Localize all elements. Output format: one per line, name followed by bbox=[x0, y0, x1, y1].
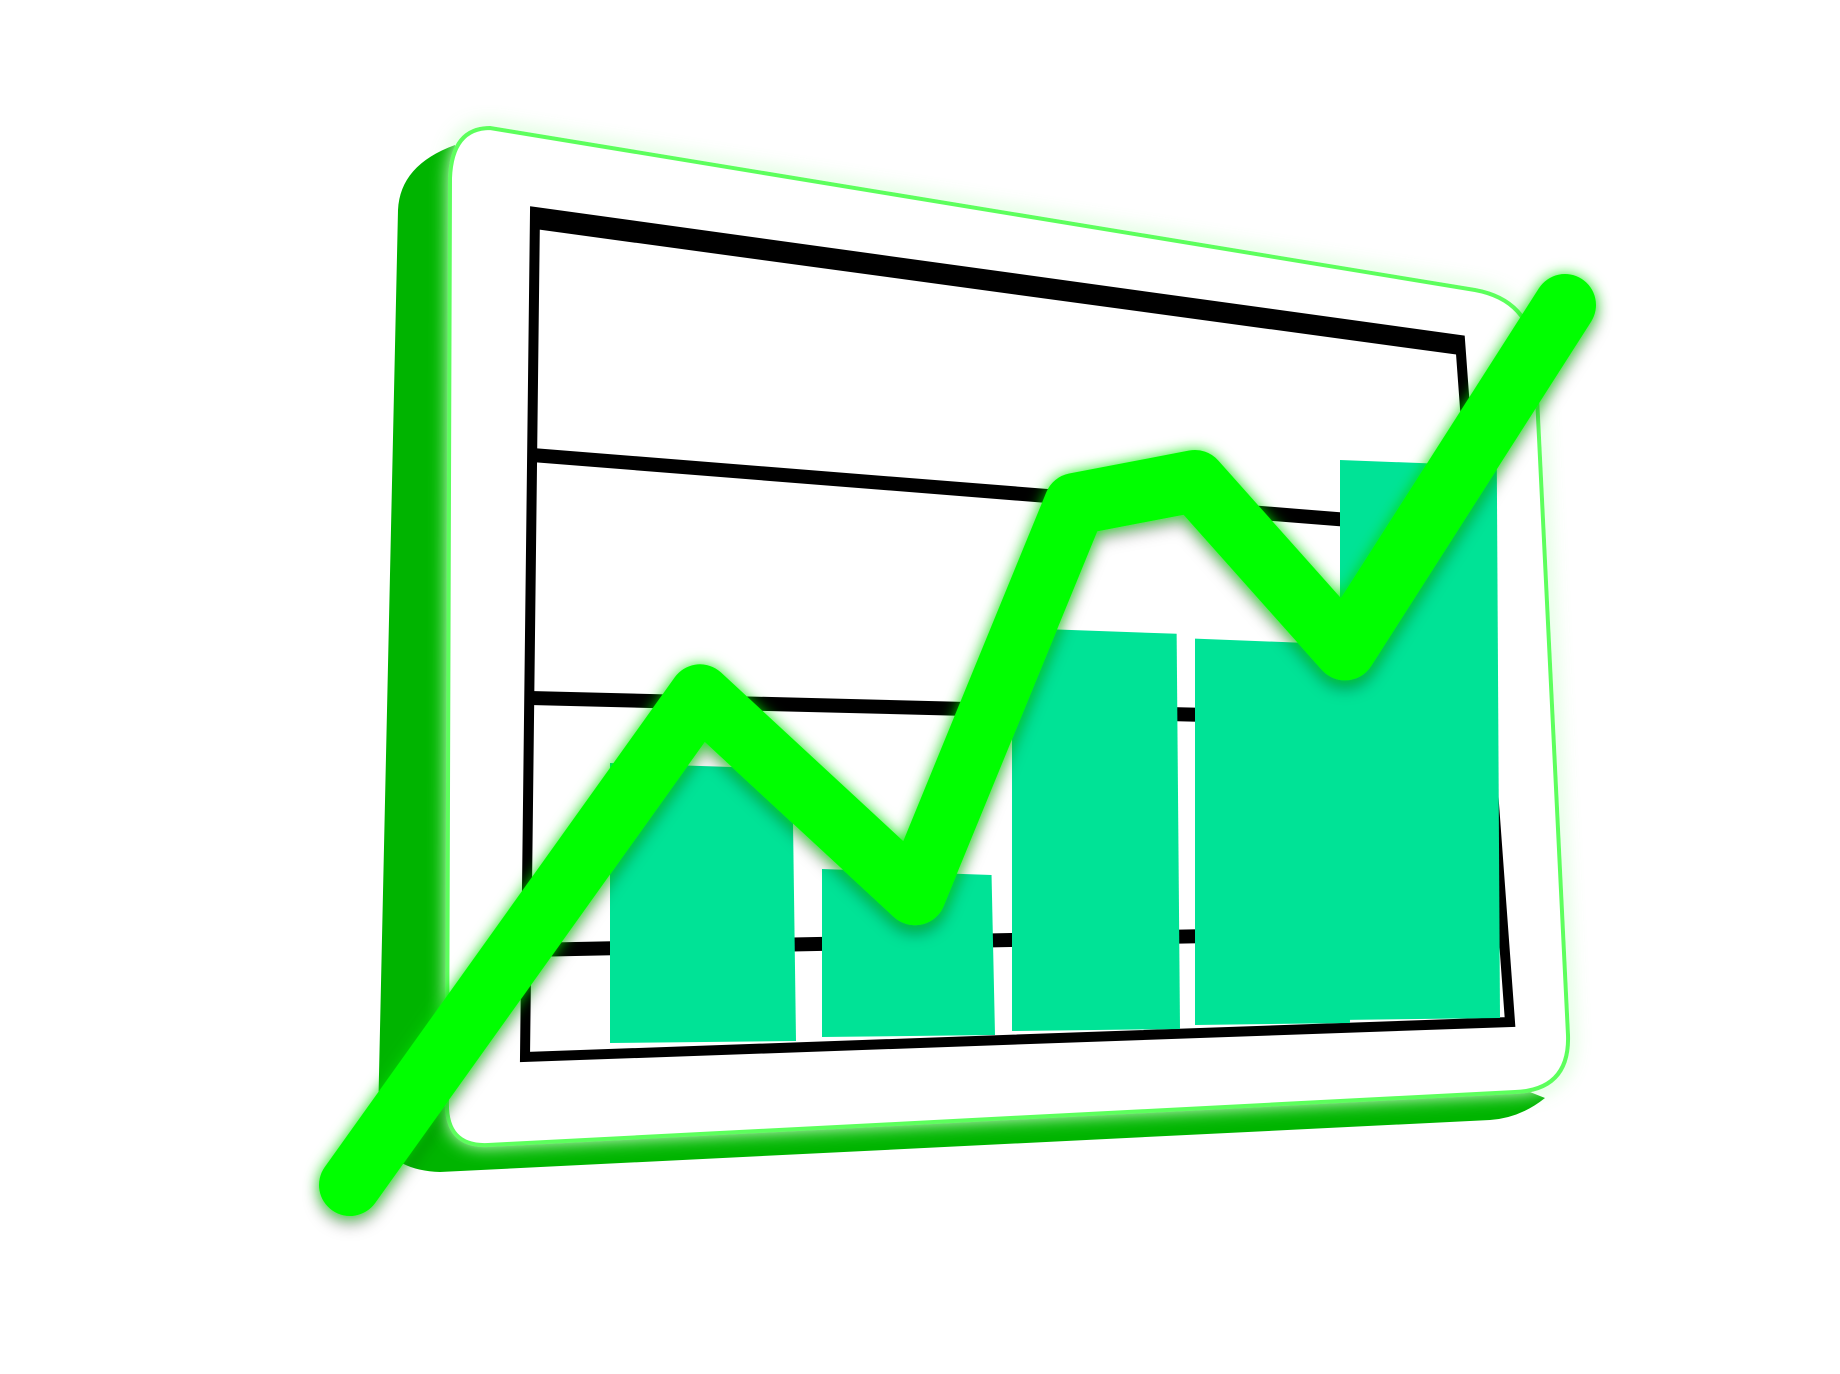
gridline-top bbox=[534, 215, 1461, 355]
bar-2 bbox=[822, 869, 995, 1037]
bar-4 bbox=[1195, 638, 1350, 1025]
bar-1 bbox=[610, 763, 796, 1043]
gridline-1 bbox=[531, 448, 1476, 537]
trend-line bbox=[319, 274, 1596, 1216]
bar-3 bbox=[1012, 627, 1180, 1031]
